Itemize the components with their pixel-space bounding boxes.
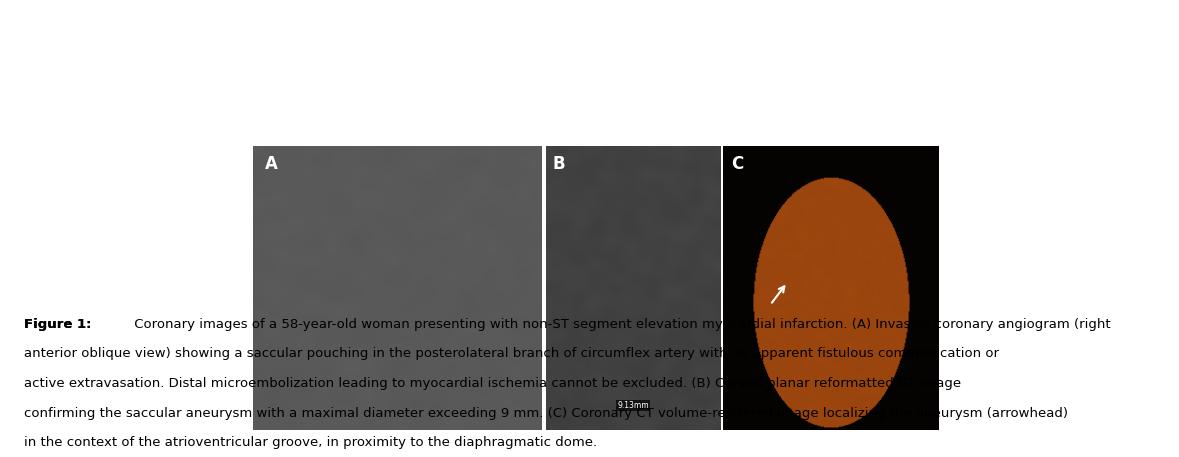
Text: Coronary images of a 58-year-old woman presenting with non-ST segment elevation : Coronary images of a 58-year-old woman p… bbox=[131, 318, 1111, 330]
Text: Figure 1:: Figure 1: bbox=[24, 318, 91, 330]
Text: in the context of the atrioventricular groove, in proximity to the diaphragmatic: in the context of the atrioventricular g… bbox=[24, 436, 597, 449]
Text: C: C bbox=[731, 155, 744, 173]
Text: active extravasation. Distal microembolization leading to myocardial ischemia ca: active extravasation. Distal microemboli… bbox=[24, 377, 961, 390]
Text: anterior oblique view) showing a saccular pouching in the posterolateral branch : anterior oblique view) showing a saccula… bbox=[24, 347, 999, 360]
Text: Figure 1:: Figure 1: bbox=[24, 318, 91, 330]
Text: confirming the saccular aneurysm with a maximal diameter exceeding 9 mm. (C) Cor: confirming the saccular aneurysm with a … bbox=[24, 407, 1067, 420]
Text: B: B bbox=[553, 155, 566, 173]
Text: A: A bbox=[265, 155, 278, 173]
Text: 9.13mm: 9.13mm bbox=[618, 401, 648, 410]
